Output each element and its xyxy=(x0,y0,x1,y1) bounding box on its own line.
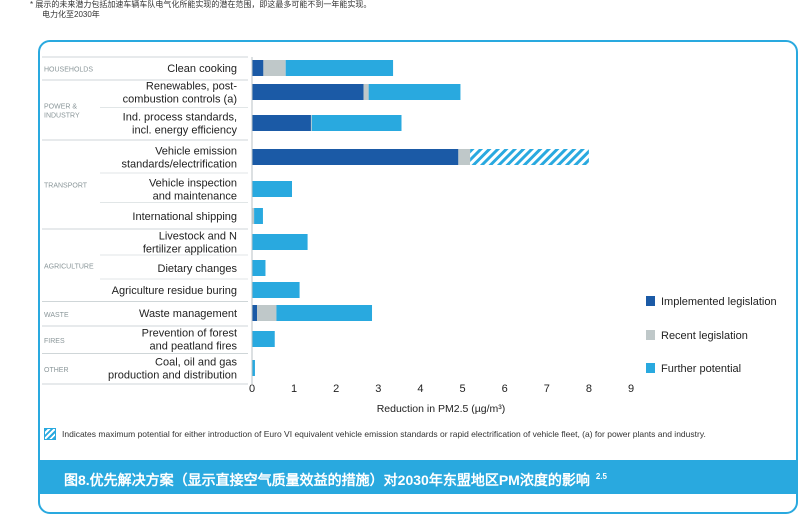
bar-segment xyxy=(252,84,364,100)
category-label: Renewables, post- xyxy=(146,81,237,93)
category-label: Waste management xyxy=(139,308,237,320)
x-tick-label: 0 xyxy=(249,383,255,395)
bar-segment xyxy=(252,60,264,76)
bar-segment xyxy=(252,305,258,321)
legend-swatch xyxy=(646,296,655,306)
bar-segment xyxy=(310,115,312,131)
group-label: TRANSPORT xyxy=(44,183,88,190)
top-note-line-2: 电力化至2030年 xyxy=(42,10,100,19)
bar-segment xyxy=(470,149,589,165)
category-label: fertilizer application xyxy=(143,244,237,256)
legend-swatch xyxy=(646,330,655,340)
group-label: POWER & xyxy=(44,104,77,111)
bar-segment xyxy=(252,282,300,298)
category-label: Ind. process standards, xyxy=(123,112,237,124)
category-label: standards/electrification xyxy=(121,159,237,171)
caption-text: 图8.优先解决方案（显示直接空气质量效益的措施）对2030年东盟地区PM浓度的影… xyxy=(64,472,590,488)
group-label: WASTE xyxy=(44,312,69,319)
footnote: Indicates maximum potential for either i… xyxy=(44,428,706,440)
figure-caption: 图8.优先解决方案（显示直接空气质量效益的措施）对2030年东盟地区PM浓度的影… xyxy=(64,470,607,490)
bar-segment xyxy=(368,84,461,100)
legend-label: Recent legislation xyxy=(661,330,748,342)
category-label: combustion controls (a) xyxy=(123,94,237,106)
x-tick-label: 1 xyxy=(291,383,297,395)
bar-segment xyxy=(285,60,394,76)
x-tick-label: 2 xyxy=(333,383,339,395)
group-label: OTHER xyxy=(44,367,69,374)
bar-segment xyxy=(458,149,471,165)
top-note: * 展示的未来潜力包括加速车辆车队电气化所能实现的潜在范围，即这最多可能不到一年… xyxy=(30,0,371,20)
legend-label: Implemented legislation xyxy=(661,296,777,308)
x-tick-label: 6 xyxy=(502,383,508,395)
category-label: and peatland fires xyxy=(150,341,238,353)
category-label: Vehicle emission xyxy=(155,146,237,158)
top-note-line-1: * 展示的未来潜力包括加速车辆车队电气化所能实现的潜在范围，即这最多可能不到一年… xyxy=(30,0,372,9)
bar-segment xyxy=(252,260,266,276)
x-tick-label: 4 xyxy=(417,383,423,395)
bar-segment xyxy=(252,115,311,131)
bar-segment xyxy=(252,149,459,165)
category-label: production and distribution xyxy=(108,370,237,382)
x-tick-label: 9 xyxy=(628,383,634,395)
category-label: and maintenance xyxy=(153,191,237,203)
x-tick-label: 5 xyxy=(459,383,465,395)
group-label: AGRICULTURE xyxy=(44,263,94,270)
bar-segment xyxy=(263,60,286,76)
group-label: INDUSTRY xyxy=(44,113,80,120)
group-label: HOUSEHOLDS xyxy=(44,67,93,74)
category-label: Clean cooking xyxy=(167,63,237,75)
bar-segment xyxy=(311,115,402,131)
legend-label: Further potential xyxy=(661,363,741,375)
x-tick-label: 7 xyxy=(544,383,550,395)
bar-segment xyxy=(257,305,277,321)
bar-segment xyxy=(276,305,373,321)
hatch-pattern-icon xyxy=(44,428,56,440)
category-label: Livestock and N xyxy=(159,231,237,243)
bar-segment xyxy=(252,181,293,197)
category-label: Prevention of forest xyxy=(142,328,237,340)
footnote-text: Indicates maximum potential for either i… xyxy=(62,429,706,439)
category-label: Dietary changes xyxy=(158,263,238,275)
category-label: incl. energy efficiency xyxy=(132,125,237,137)
category-label: Coal, oil and gas xyxy=(155,357,237,369)
bar-segment xyxy=(363,84,369,100)
x-tick-label: 3 xyxy=(375,383,381,395)
caption-superscript: 2.5 xyxy=(595,472,607,482)
group-label: FIRES xyxy=(44,338,65,345)
figure-caption-bar: 图8.优先解决方案（显示直接空气质量效益的措施）对2030年东盟地区PM浓度的影… xyxy=(38,460,798,494)
category-label: International shipping xyxy=(132,211,237,223)
x-tick-label: 8 xyxy=(586,383,592,395)
category-label: Agriculture residue buring xyxy=(112,285,237,297)
figure-frame xyxy=(38,40,798,514)
bar-segment xyxy=(252,208,255,224)
bar-segment xyxy=(252,234,308,250)
bar-segment xyxy=(254,208,263,224)
x-axis-label: Reduction in PM2.5 (µg/m³) xyxy=(377,403,506,415)
bar-segment xyxy=(252,331,275,347)
category-label: Vehicle inspection xyxy=(149,178,237,190)
pm25-reduction-chart: HOUSEHOLDS POWER & INDUSTRY TRANSPORT AGRICU… xyxy=(42,56,777,415)
legend-swatch xyxy=(646,363,655,373)
bar-segment xyxy=(252,360,255,376)
